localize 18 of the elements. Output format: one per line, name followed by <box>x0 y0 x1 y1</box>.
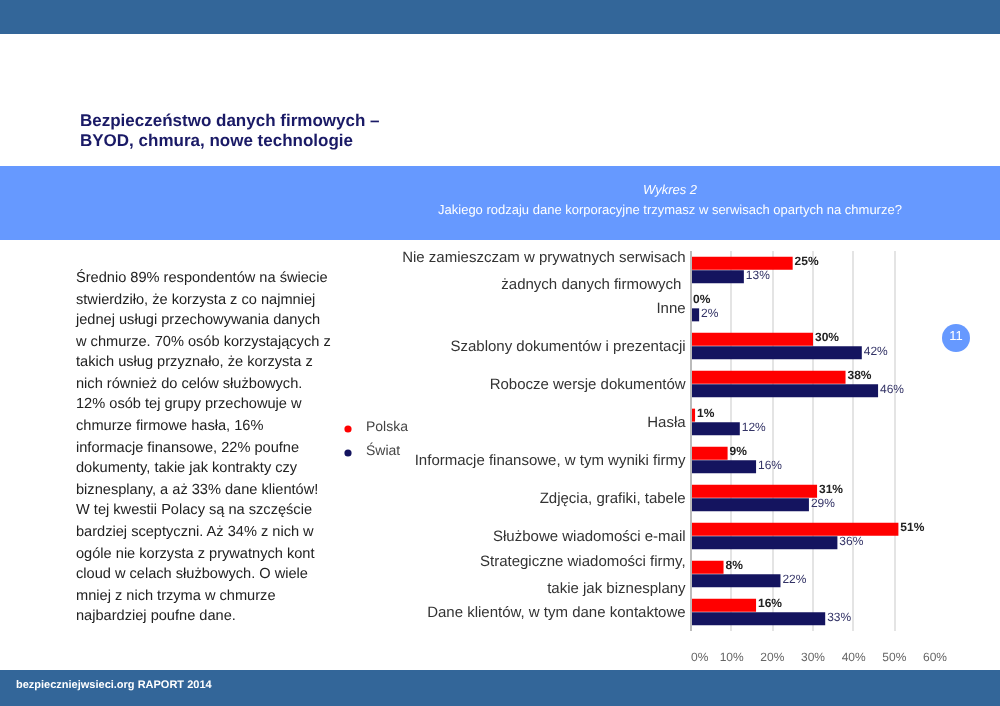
bar <box>691 498 809 512</box>
bar <box>691 346 862 360</box>
bar <box>691 484 818 498</box>
bar <box>691 536 838 550</box>
bar <box>691 446 728 460</box>
bar <box>691 256 793 270</box>
bar <box>691 370 846 384</box>
bar <box>691 270 744 284</box>
bar <box>691 560 724 574</box>
bar <box>691 598 757 612</box>
bar <box>691 460 757 474</box>
bar <box>691 384 879 398</box>
bar <box>691 574 781 588</box>
bar <box>691 422 740 436</box>
bar <box>691 522 899 536</box>
bar <box>691 332 813 346</box>
text: Bezpieczeństwo danych firmowych – BYOD, chmura, nowe technologie <box>80 110 380 151</box>
bar <box>691 612 826 626</box>
